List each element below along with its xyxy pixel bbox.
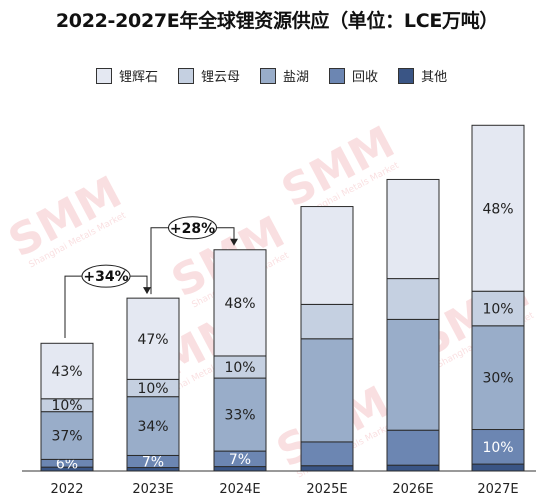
- x-tick-label: 2022: [50, 482, 83, 497]
- x-tick-label: 2026E: [392, 482, 433, 497]
- legend-swatch: [96, 67, 112, 84]
- bar-segment: [40, 342, 94, 400]
- legend-label: 回收: [352, 70, 379, 85]
- legend-label: 盐湖: [283, 70, 310, 85]
- x-tick-label: 2024E: [219, 482, 260, 497]
- bar-segment: [213, 377, 267, 452]
- data-label: 43%: [51, 364, 82, 380]
- chart-title: 2022-2027E年全球锂资源供应（单位：LCE万吨）: [55, 10, 499, 32]
- bar-segment: [300, 206, 354, 305]
- x-tick-label: 2025E: [306, 482, 347, 497]
- data-label: 10%: [482, 440, 513, 456]
- legend-label: 锂辉石: [119, 70, 159, 85]
- bar-segment: [300, 303, 354, 340]
- bar-segment: [386, 429, 440, 466]
- bar-segment: [126, 396, 180, 456]
- data-label: 10%: [224, 360, 255, 376]
- data-label: 7%: [229, 452, 251, 468]
- growth-badge: [81, 264, 131, 288]
- growth-arrowhead: [230, 238, 238, 246]
- data-label: 37%: [51, 429, 82, 445]
- legend-swatch: [398, 67, 415, 84]
- legend-item: 锂辉石: [96, 66, 158, 85]
- growth-badge: [168, 216, 217, 240]
- data-label: 48%: [224, 296, 255, 312]
- bar-segment: [471, 429, 525, 465]
- bar-segment: [386, 178, 440, 280]
- data-label: 48%: [482, 201, 513, 217]
- legend-swatch: [178, 67, 195, 84]
- bar-segment: [386, 278, 440, 320]
- legend-item: 其他: [398, 66, 447, 85]
- x-tick-label: 2023E: [132, 482, 173, 497]
- bar-segment: [471, 463, 525, 472]
- legend-item: 锂云母: [178, 66, 240, 85]
- growth-label: +28%: [170, 221, 215, 237]
- data-label: 6%: [56, 456, 78, 472]
- growth-label: +34%: [83, 269, 128, 285]
- bar-segment: [386, 464, 440, 472]
- legend-item: 回收: [329, 66, 378, 85]
- data-label: 30%: [482, 371, 513, 387]
- bar-segment: [126, 297, 180, 380]
- bar-segment: [471, 290, 525, 327]
- data-label: 7%: [142, 454, 164, 470]
- growth-arrowhead: [143, 287, 151, 295]
- bar-segment: [300, 465, 354, 472]
- bar-segment: [300, 441, 354, 467]
- bar-segment: [213, 249, 267, 357]
- legend-label: 锂云母: [201, 70, 241, 85]
- legend-label: 其他: [421, 70, 448, 85]
- x-tick-label: 2027E: [477, 482, 518, 497]
- data-label: 47%: [137, 332, 168, 348]
- bar-segment: [471, 124, 525, 292]
- data-label: 10%: [137, 381, 168, 397]
- data-label: 33%: [224, 408, 255, 424]
- legend-swatch: [260, 67, 277, 84]
- bar-segment: [386, 318, 440, 431]
- legend-item: 盐湖: [260, 66, 309, 85]
- data-label: 10%: [51, 398, 82, 414]
- data-label: 34%: [137, 419, 168, 435]
- data-label: 10%: [482, 302, 513, 318]
- legend: 锂辉石 锂云母 盐湖 回收 其他: [96, 66, 467, 85]
- legend-swatch: [329, 67, 346, 84]
- bar-segment: [40, 411, 94, 460]
- bar-segment: [300, 338, 354, 443]
